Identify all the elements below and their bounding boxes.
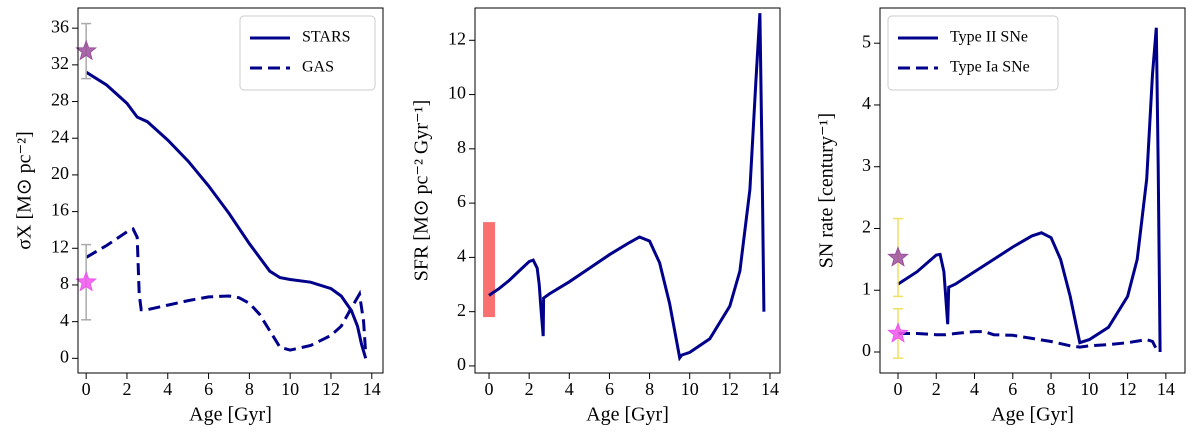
star-point (75, 270, 98, 292)
legend: STARS GAS (239, 15, 376, 91)
y-tick-label: 12 (448, 28, 466, 48)
y-tick-label: 32 (51, 53, 69, 73)
x-tick-label: 6 (605, 379, 614, 399)
x-tick-label: 12 (721, 379, 739, 399)
legend-box (887, 15, 1059, 91)
y-axis-label: SFR [M⊙ pc⁻² Gyr⁻¹] (411, 100, 433, 282)
x-tick-label: 2 (122, 379, 131, 399)
x-axis-label: Age [Gyr] (586, 404, 669, 426)
x-tick-label: 0 (485, 379, 494, 399)
x-tick-label: 0 (893, 379, 902, 399)
y-tick-label: 8 (457, 137, 466, 157)
x-tick-label: 8 (1047, 379, 1056, 399)
y-tick-label: 10 (448, 83, 466, 103)
x-tick-label: 2 (932, 379, 941, 399)
y-tick-label: 28 (51, 90, 69, 110)
x-tick-label: 12 (322, 379, 340, 399)
y-axis-label: σX [M⊙ pc⁻²] (14, 131, 36, 250)
y-tick-label: 0 (862, 340, 871, 360)
x-tick-label: 6 (1008, 379, 1017, 399)
y-axis-label: SN rate [century⁻¹] (816, 113, 838, 268)
y-tick-label: 24 (51, 126, 69, 146)
y-tick-label: 1 (862, 278, 871, 298)
y-tick-label: 6 (457, 191, 466, 211)
x-tick-label: 10 (281, 379, 299, 399)
x-tick-label: 14 (363, 379, 381, 399)
line-series (897, 27, 1162, 353)
legend-label: Type Ia SNe (950, 59, 1030, 76)
y-tick-label: 16 (51, 200, 69, 220)
legend: Type II SNe Type Ia SNe (887, 15, 1059, 91)
y-tick-label: 8 (60, 273, 69, 293)
x-tick-label: 4 (163, 379, 172, 399)
x-tick-label: 10 (1080, 379, 1098, 399)
y-tick-label: 4 (457, 246, 466, 266)
y-tick-label: 12 (51, 236, 69, 256)
axes-frame (474, 7, 781, 374)
y-tick-label: 20 (51, 163, 69, 183)
legend-label: Type II SNe (950, 29, 1028, 46)
x-tick-label: 14 (761, 379, 779, 399)
line-series (85, 227, 368, 354)
axes-frame (77, 7, 384, 374)
star-point (887, 246, 909, 267)
legend-box (239, 15, 376, 91)
x-tick-label: 0 (82, 379, 91, 399)
x-tick-label: 6 (204, 379, 213, 399)
x-tick-label: 2 (525, 379, 534, 399)
x-tick-label: 8 (245, 379, 254, 399)
axes-frame (879, 7, 1186, 374)
y-tick-label: 5 (862, 31, 871, 51)
y-tick-label: 36 (51, 16, 69, 36)
x-tick-label: 12 (1119, 379, 1137, 399)
y-tick-label: 0 (457, 354, 466, 374)
y-tick-label: 4 (60, 310, 69, 330)
x-tick-label: 4 (565, 379, 574, 399)
range-band (483, 222, 496, 318)
x-tick-label: 8 (645, 379, 654, 399)
y-tick-label: 4 (862, 93, 871, 113)
star-point (75, 39, 98, 61)
y-tick-label: 0 (60, 346, 69, 366)
x-tick-label: 10 (681, 379, 699, 399)
star-point (887, 322, 909, 343)
y-tick-label: 3 (862, 155, 871, 175)
x-tick-label: 14 (1157, 379, 1175, 399)
line-series (488, 13, 766, 362)
x-tick-label: 4 (970, 379, 979, 399)
line-series (898, 330, 1161, 353)
x-axis-label: Age [Gyr] (189, 404, 272, 426)
line-series (85, 70, 368, 359)
y-tick-label: 2 (862, 217, 871, 237)
x-axis-label: Age [Gyr] (991, 404, 1074, 426)
y-tick-label: 2 (457, 300, 466, 320)
legend-label: GAS (302, 59, 334, 76)
legend-label: STARS (302, 29, 351, 46)
